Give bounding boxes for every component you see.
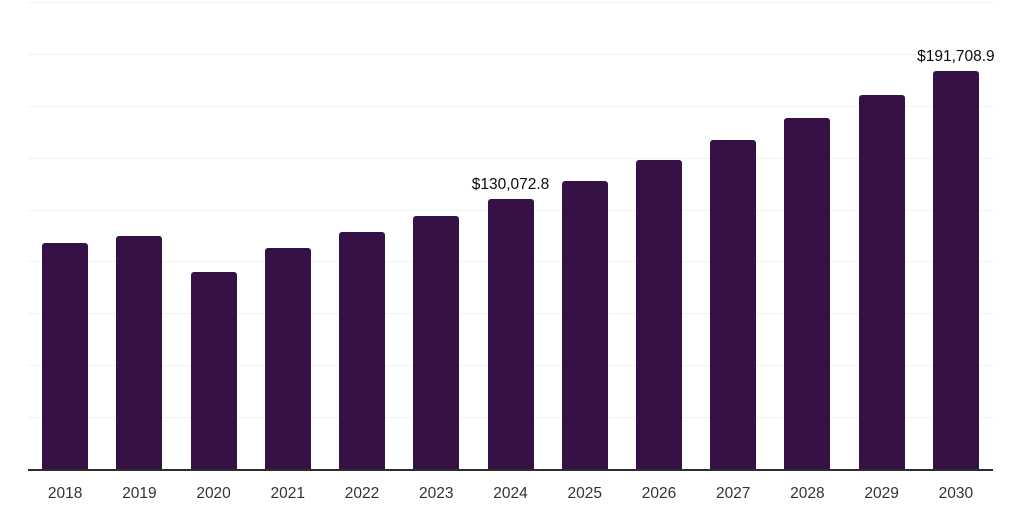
bar-2021 (264, 247, 311, 469)
x-tick-2024: 2024 (493, 485, 528, 502)
gridline (28, 157, 993, 159)
x-tick-2021: 2021 (270, 485, 306, 502)
x-tick-2029: 2029 (864, 485, 899, 502)
x-tick-2022: 2022 (344, 485, 380, 502)
gridline (28, 105, 993, 107)
bar-2018 (42, 242, 89, 469)
gridline (28, 53, 993, 55)
data-label-2030: $191,708.9 (917, 48, 995, 66)
bar-2028 (784, 118, 831, 469)
bar-2024 (487, 199, 534, 469)
x-tick-2018: 2018 (47, 485, 83, 502)
bar-2026 (635, 160, 682, 469)
bar-2027 (710, 140, 757, 469)
x-axis-line (28, 469, 993, 471)
x-tick-2027: 2027 (715, 485, 751, 502)
x-tick-2025: 2025 (567, 485, 602, 502)
bar-2019 (116, 235, 163, 469)
bar-2025 (561, 180, 608, 469)
x-tick-2028: 2028 (790, 485, 825, 502)
bar-2020 (190, 272, 237, 469)
x-tick-2023: 2023 (419, 485, 454, 502)
bar-2022 (339, 232, 386, 469)
x-tick-2026: 2026 (641, 485, 677, 502)
gridline (28, 1, 993, 3)
x-tick-2019: 2019 (122, 485, 157, 502)
x-tick-2030: 2030 (938, 485, 974, 502)
bar-2023 (413, 216, 460, 469)
bar-2029 (858, 94, 905, 469)
data-label-2024: $130,072.8 (471, 176, 550, 194)
bar-2030 (932, 71, 979, 469)
x-tick-2020: 2020 (196, 485, 231, 502)
